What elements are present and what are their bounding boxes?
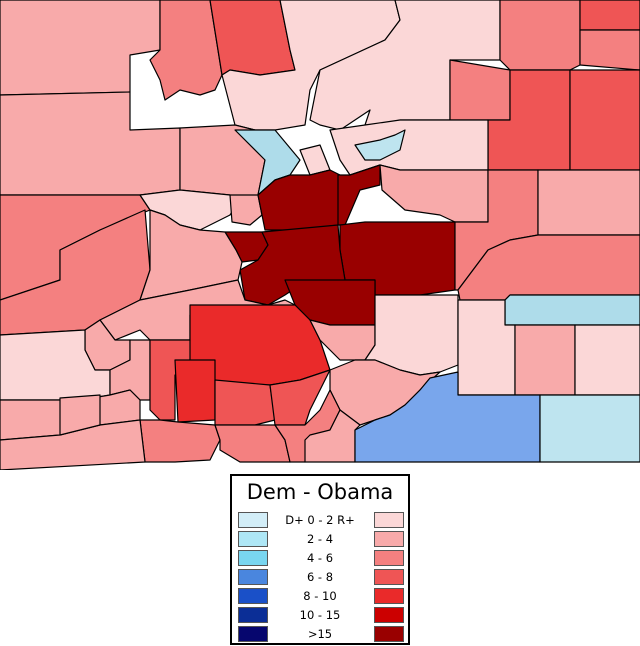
legend-row: 4 - 6 [232, 548, 408, 568]
legend-dem-swatch [238, 569, 268, 585]
county-moffat [0, 0, 161, 96]
legend-range-label: >15 [307, 627, 333, 641]
legend-row: 10 - 15 [232, 605, 408, 625]
county-pitkin [139, 209, 243, 301]
county-broomfield [299, 144, 331, 176]
legend-range-label: 4 - 6 [306, 551, 334, 565]
legend-row: 8 - 10 [232, 586, 408, 606]
county-kitcarson [537, 169, 640, 236]
legend-row: 2 - 4 [232, 529, 408, 549]
legend-rep-swatch [374, 569, 404, 585]
county-logan [499, 0, 581, 71]
county-denver [354, 129, 406, 161]
county-parkteller [239, 224, 346, 306]
county-adams [329, 119, 489, 176]
county-phillips [579, 29, 640, 71]
county-summit [229, 194, 263, 226]
legend-dem-swatch [238, 607, 268, 623]
county-morgan [449, 59, 511, 121]
legend-row: D+ 0 - 2 R+ [232, 510, 408, 530]
county-saguache [174, 359, 216, 423]
legend-dem-swatch [238, 531, 268, 547]
county-weld [309, 0, 501, 131]
county-cheyenne [504, 294, 640, 326]
legend-title: Dem - Obama [246, 480, 394, 504]
county-rioblanco [0, 91, 181, 196]
legend-rep-swatch [374, 512, 404, 528]
county-sw2 [59, 394, 101, 436]
legend-rep-swatch [374, 607, 404, 623]
county-kiowa2 [514, 324, 576, 396]
legend-dem-swatch [238, 588, 268, 604]
legend-rep-swatch [374, 531, 404, 547]
county-arapahoe [379, 164, 489, 223]
legend-range-label: 8 - 10 [303, 589, 337, 603]
legend-row: >15 [232, 624, 408, 644]
colorado-county-map [0, 0, 640, 470]
legend-rep-swatch [374, 550, 404, 566]
county-baca2 [539, 394, 640, 463]
county-custer [214, 379, 276, 426]
county-routt [149, 0, 223, 101]
legend-row: 6 - 8 [232, 567, 408, 587]
legend-dem-swatch [238, 550, 268, 566]
county-yuma [569, 69, 640, 171]
county-lincoln [457, 234, 640, 301]
legend-range-label: 6 - 8 [306, 570, 334, 584]
county-prowers [574, 324, 640, 396]
legend-range-label: D+ 0 - 2 R+ [285, 513, 355, 527]
legend-range-label: 2 - 4 [306, 532, 334, 546]
county-hinsdale [139, 419, 221, 463]
legend-dem-swatch [238, 626, 268, 642]
map-legend: Dem - Obama D+ 0 - 2 R+ 2 - 4 4 - 6 6 - 8 8 … [230, 474, 410, 645]
county-sedgwick [579, 0, 640, 31]
county-jefferson [337, 164, 381, 226]
legend-rep-swatch [374, 588, 404, 604]
legend-rep-swatch [374, 626, 404, 642]
legend-dem-swatch [238, 512, 268, 528]
legend-range-label: 10 - 15 [299, 608, 341, 622]
